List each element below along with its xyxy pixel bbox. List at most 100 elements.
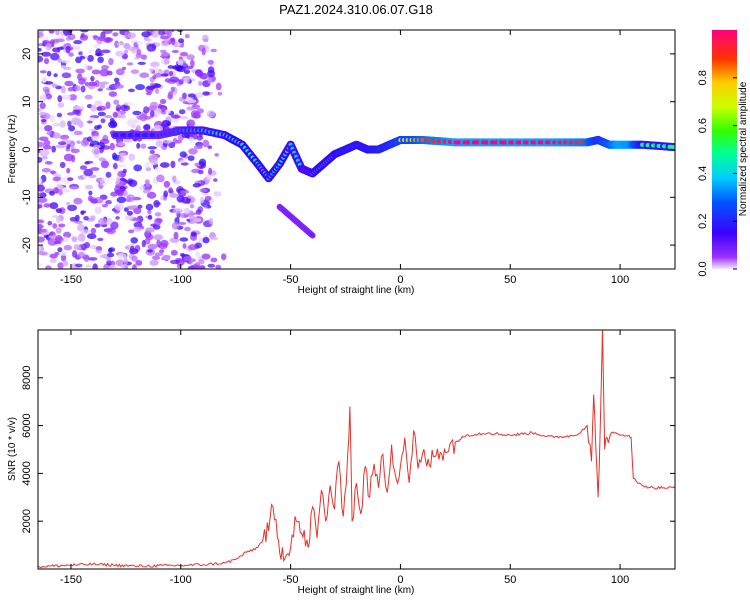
y-tick-label: 20 xyxy=(21,48,33,60)
noise-blob xyxy=(123,257,128,266)
noise-blob xyxy=(188,244,198,251)
noise-blob xyxy=(147,209,152,215)
noise-blob xyxy=(175,139,182,144)
colorbar-tick-label: 0.2 xyxy=(697,214,709,229)
noise-blob xyxy=(128,229,135,234)
noise-blob xyxy=(80,210,87,214)
noise-blob xyxy=(163,256,170,260)
x-tick-label: -150 xyxy=(60,574,82,586)
noise-blob xyxy=(171,222,180,230)
noise-blob xyxy=(117,253,127,260)
x-tick-label: -50 xyxy=(283,574,299,586)
snr-x-label: Height of straight line (km) xyxy=(298,585,415,596)
noise-blob xyxy=(67,177,74,182)
noise-blob xyxy=(208,217,214,225)
noise-blob xyxy=(179,237,189,242)
noise-blob xyxy=(50,170,56,175)
noise-blob xyxy=(149,150,155,154)
noise-blob xyxy=(87,54,94,62)
noise-blob xyxy=(150,61,160,68)
noise-blob xyxy=(69,94,77,101)
noise-blob xyxy=(41,168,52,173)
chart-title: PAZ1.2024.310.06.07.G18 xyxy=(279,2,433,17)
noise-blob xyxy=(147,249,153,253)
noise-blob xyxy=(91,130,99,138)
y-tick-label: 10 xyxy=(21,96,33,108)
snr-frame xyxy=(37,329,676,570)
noise-blob xyxy=(159,249,165,254)
noise-blob xyxy=(67,120,72,127)
noise-blob xyxy=(127,46,137,52)
noise-blob xyxy=(93,43,100,49)
noise-blob xyxy=(76,106,85,110)
noise-blob xyxy=(38,201,43,205)
noise-blob xyxy=(149,101,159,109)
noise-blob xyxy=(79,165,88,170)
noise-blob xyxy=(58,188,64,196)
noise-blob xyxy=(74,85,81,92)
noise-blob xyxy=(70,148,80,154)
noise-blob xyxy=(70,45,81,51)
y-tick-label: 6000 xyxy=(21,413,33,437)
noise-blob xyxy=(217,91,223,96)
noise-blob xyxy=(159,49,167,53)
noise-blob xyxy=(92,35,99,39)
noise-blob xyxy=(84,184,93,190)
y-tick-label: 0 xyxy=(21,146,33,152)
noise-blob xyxy=(67,87,75,92)
noise-blob xyxy=(39,36,49,42)
noise-blob xyxy=(94,206,102,215)
noise-blob xyxy=(113,99,120,105)
noise-blob xyxy=(182,92,187,100)
noise-blob xyxy=(57,247,63,253)
noise-blob xyxy=(74,130,83,136)
noise-blob xyxy=(69,186,80,190)
noise-blob xyxy=(88,128,96,132)
noise-blob xyxy=(184,34,190,39)
noise-blob xyxy=(139,72,150,78)
noise-blob xyxy=(132,264,137,269)
noise-blob xyxy=(178,109,186,115)
noise-blob xyxy=(71,236,78,243)
noise-blob xyxy=(159,35,170,40)
noise-blob xyxy=(202,34,209,43)
x-tick-label: 50 xyxy=(504,274,516,286)
noise-blob xyxy=(45,161,53,165)
noise-blob xyxy=(57,262,64,269)
noise-blob xyxy=(137,116,143,120)
noise-blob xyxy=(99,68,110,77)
noise-blob xyxy=(46,70,52,77)
noise-blob xyxy=(53,73,58,78)
noise-blob xyxy=(169,76,180,83)
noise-blob xyxy=(112,32,119,37)
noise-blob xyxy=(188,148,198,155)
noise-blob xyxy=(95,246,103,251)
noise-blob xyxy=(56,46,65,51)
noise-blob xyxy=(91,135,101,141)
noise-blob xyxy=(201,253,211,260)
noise-blob xyxy=(43,203,52,208)
noise-blob xyxy=(177,59,184,66)
noise-blob xyxy=(190,60,195,68)
noise-blob xyxy=(55,38,65,43)
noise-blob xyxy=(75,68,86,74)
noise-blob xyxy=(53,241,62,244)
noise-blob xyxy=(109,142,116,151)
noise-blob xyxy=(167,91,174,99)
noise-blob xyxy=(89,117,96,121)
noise-blob xyxy=(101,65,109,70)
noise-blob xyxy=(114,40,120,48)
noise-blob xyxy=(38,197,48,203)
y-tick-label: 4000 xyxy=(21,461,33,485)
noise-blob xyxy=(130,69,140,74)
noise-blob xyxy=(199,196,205,204)
noise-blob xyxy=(124,31,130,39)
noise-blob xyxy=(79,30,89,33)
noise-blob xyxy=(39,102,46,110)
noise-blob xyxy=(110,221,119,230)
noise-blob xyxy=(202,91,210,96)
noise-blob xyxy=(189,120,195,128)
noise-blob xyxy=(178,221,187,225)
noise-blob xyxy=(64,80,74,87)
